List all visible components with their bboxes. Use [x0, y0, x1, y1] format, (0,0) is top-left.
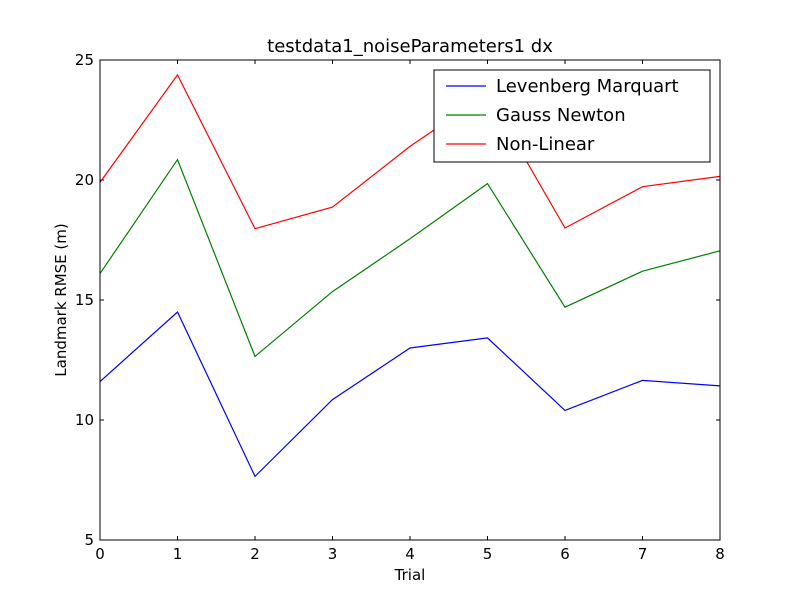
x-tick-label: 6 [560, 545, 570, 563]
x-tick-label: 3 [328, 545, 338, 563]
legend-label: Gauss Newton [496, 105, 626, 126]
x-tick-label: 8 [715, 545, 725, 563]
y-axis-label: Landmark RMSE (m) [52, 223, 70, 376]
legend-label: Levenberg Marquart [496, 76, 679, 97]
y-tick-label: 15 [75, 291, 94, 309]
series-line-gauss-newton [99, 158, 721, 358]
y-tick-label: 20 [75, 171, 94, 189]
x-tick-label: 1 [173, 545, 183, 563]
series-line-levenberg-marquart [99, 311, 721, 478]
axis-tick-labels: 0 1 2 3 4 5 6 7 8 5 10 15 20 25 [75, 51, 725, 563]
x-axis-label: Trial [394, 566, 426, 584]
plot-area-frame [99, 59, 721, 541]
legend: Levenberg Marquart Gauss Newton Non-Linear [433, 69, 711, 163]
legend-label: Non-Linear [496, 134, 595, 155]
x-tick-label: 5 [483, 545, 493, 563]
series-lines [99, 73, 721, 478]
x-tick-label: 7 [638, 545, 648, 563]
x-tick-label: 2 [250, 545, 260, 563]
y-tick-label: 25 [75, 51, 94, 69]
legend-box [433, 69, 711, 163]
series-line-non-linear [99, 73, 721, 230]
y-tick-label: 10 [75, 411, 94, 429]
chart-title: testdata1_noiseParameters1 dx [267, 36, 553, 57]
x-tick-label: 4 [405, 545, 415, 563]
x-tick-label: 0 [95, 545, 105, 563]
y-tick-label: 5 [84, 531, 94, 549]
